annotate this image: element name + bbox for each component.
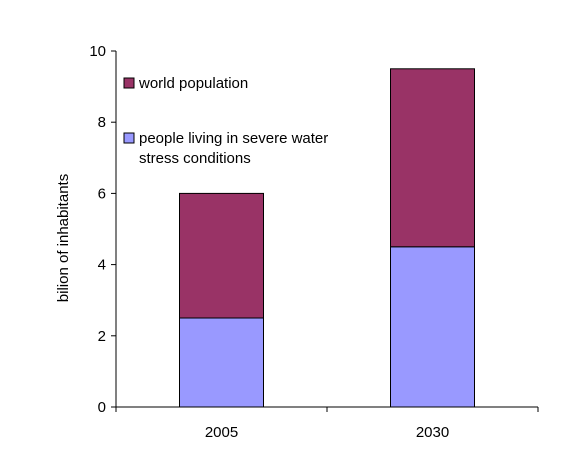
y-tick-label: 4 bbox=[98, 257, 106, 274]
x-tick-labels: 2005 2030 bbox=[205, 424, 449, 441]
legend-swatch-water-stress bbox=[123, 132, 135, 144]
bar-segment-water-stress-2030 bbox=[390, 246, 475, 408]
y-tick-label: 10 bbox=[89, 43, 106, 60]
y-tick-label: 6 bbox=[98, 185, 106, 202]
bar-segment-world-population-2005 bbox=[179, 192, 264, 319]
x-tick-label: 2005 bbox=[205, 424, 238, 441]
legend-label-water-stress-line2: stress conditions bbox=[139, 150, 251, 167]
legend: world population people living in severe… bbox=[123, 75, 328, 167]
bar-segment-world-population-2030 bbox=[390, 68, 475, 248]
y-tick-label: 2 bbox=[98, 328, 106, 345]
legend-label-world-population: world population bbox=[138, 75, 248, 92]
x-tick-label: 2030 bbox=[416, 424, 449, 441]
y-axis-title: bilion of inhabitants bbox=[55, 174, 72, 302]
y-tick-label: 0 bbox=[98, 399, 106, 416]
bar-segment-water-stress-2005 bbox=[179, 317, 264, 408]
bars bbox=[179, 68, 475, 408]
legend-swatch-world-population bbox=[123, 77, 135, 89]
y-tick-labels: 0 2 4 6 8 10 bbox=[89, 43, 106, 416]
legend-label-water-stress-line1: people living in severe water bbox=[139, 130, 328, 147]
y-tick-label: 8 bbox=[98, 114, 106, 131]
